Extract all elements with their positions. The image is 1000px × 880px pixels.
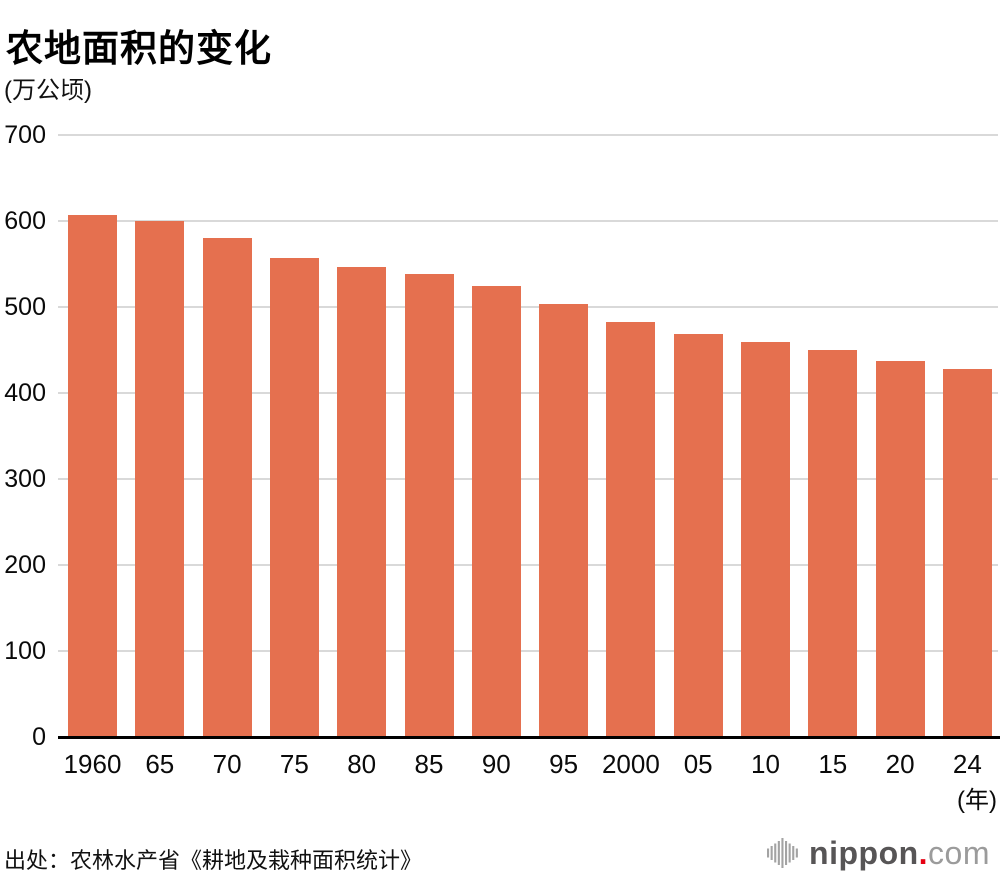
x-tick-label-75: 75	[279, 749, 309, 779]
gridline-300	[58, 478, 998, 480]
soundwave-bars-icon	[767, 838, 798, 868]
bar-05	[673, 333, 723, 737]
gridline-700	[58, 134, 998, 136]
bar-85	[404, 274, 454, 737]
x-tick-label-65: 65	[145, 749, 175, 779]
gridline-500	[58, 306, 998, 308]
x-tick-label-90: 90	[481, 749, 511, 779]
gridline-200	[58, 564, 998, 566]
x-tick-label-05: 05	[683, 749, 713, 779]
x-tick-label-95: 95	[549, 749, 579, 779]
y-axis-unit-label: (万公顷)	[4, 77, 92, 104]
y-tick-label-300: 300	[4, 465, 46, 493]
x-tick-label-10: 10	[751, 749, 780, 779]
x-tick-label-85: 85	[414, 749, 444, 779]
x-tick-label-20: 20	[885, 749, 915, 779]
bar-20	[875, 361, 925, 737]
logo-tld-text: com	[928, 835, 990, 871]
bar-95	[539, 303, 589, 737]
y-tick-label-600: 600	[4, 207, 46, 235]
chart-title: 农地面积的变化	[6, 27, 272, 69]
gridline-600	[58, 220, 998, 222]
bar-15	[808, 350, 858, 737]
bar-65	[135, 221, 185, 737]
gridline-100	[58, 650, 998, 652]
bar-90	[471, 286, 521, 737]
y-tick-label-500: 500	[4, 293, 46, 321]
source-note: 出处：农林水产省《耕地及栽种面积统计》	[4, 848, 423, 873]
bar-80	[337, 267, 387, 737]
bar-2000	[606, 321, 656, 737]
y-tick-label-0: 0	[32, 723, 46, 751]
bar-10	[741, 342, 790, 737]
gridline-400	[58, 392, 998, 394]
x-tick-label-2000: 2000	[601, 749, 660, 779]
bar-70	[202, 238, 252, 737]
y-tick-label-700: 700	[4, 121, 46, 149]
x-axis-line	[58, 736, 1000, 739]
x-tick-label-24: 24	[952, 749, 982, 779]
bar-75	[269, 258, 319, 737]
x-tick-label-70: 70	[212, 749, 242, 779]
nippon-com-logo: nippon.com	[766, 835, 990, 871]
x-tick-label-15: 15	[818, 749, 848, 779]
logo-dot: .	[918, 835, 929, 871]
x-axis-unit-label: (年)	[957, 787, 997, 814]
y-tick-label-400: 400	[4, 379, 46, 407]
x-tick-label-1960: 1960	[63, 749, 122, 779]
bar-24	[942, 368, 992, 737]
bar-1960	[68, 215, 117, 737]
bar-chart-plot-area	[58, 134, 998, 737]
y-tick-label-100: 100	[4, 637, 46, 665]
logo-name-text: nippon	[809, 835, 919, 871]
x-tick-label-80: 80	[347, 749, 377, 779]
logo-wordmark: nippon.com	[809, 835, 990, 871]
y-tick-label-200: 200	[4, 551, 46, 579]
